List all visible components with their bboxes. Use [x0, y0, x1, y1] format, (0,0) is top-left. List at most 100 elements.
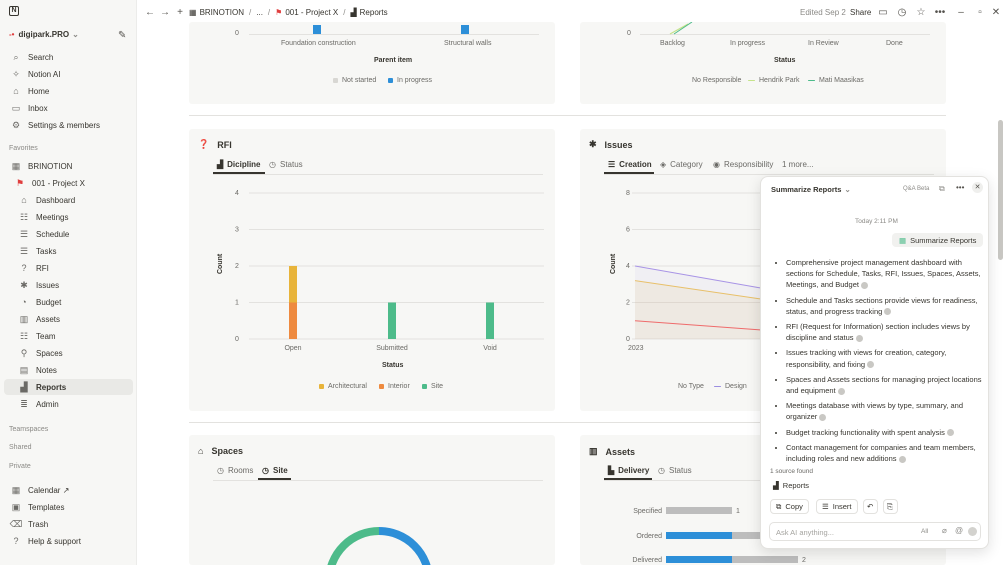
sidebar-item-tasks[interactable]: ☰ Tasks	[4, 243, 133, 259]
citation-icon[interactable]	[884, 308, 892, 316]
sidebar-item-help-support[interactable]: ? Help & support	[4, 533, 133, 549]
sidebar-item-label: RFI	[36, 263, 49, 273]
breadcrumb-project[interactable]: 001 - Project X	[285, 8, 339, 17]
open-external-icon[interactable]: ⧉	[939, 184, 945, 193]
x-tick: Open	[284, 345, 301, 352]
tab-more[interactable]: 1 more...	[782, 159, 814, 169]
back-arrow-icon[interactable]: ←	[145, 6, 155, 18]
assets-icon: ▥	[19, 313, 29, 324]
sidebar-item-label: Dashboard	[36, 195, 76, 205]
legend-no-responsible: No Responsible	[692, 77, 742, 84]
sidebar-item-notes[interactable]: ▤ Notes	[4, 362, 133, 378]
citation-icon[interactable]	[837, 387, 845, 395]
tab-status[interactable]: ◷ Status	[269, 159, 303, 169]
sidebar-item-reports[interactable]: ▟ Reports	[4, 379, 133, 395]
tab-category[interactable]: ◈ Category	[660, 159, 703, 169]
close-window-icon[interactable]: ✕	[991, 6, 1001, 18]
sidebar-item-calendar[interactable]: ▦ Calendar ↗	[4, 482, 133, 498]
mention-icon[interactable]: @	[955, 526, 964, 535]
x-tick: Void	[483, 345, 497, 352]
ai-panel: Summarize Reports ⌄ Q&A Beta ⧉ ••• ✕ Toda…	[760, 176, 989, 549]
share-button[interactable]: Share	[850, 8, 872, 17]
citation-icon[interactable]	[867, 361, 875, 369]
search-icon: ⌕	[13, 51, 19, 62]
spaces-card: ⌂ Spaces ◷ Rooms ◷ Site	[189, 435, 555, 565]
workspace-switcher[interactable]: -• digipark.PRO ⌄	[9, 30, 79, 39]
restore-icon[interactable]: ▫	[978, 6, 982, 18]
history-icon[interactable]: ◷	[897, 6, 907, 18]
sidebar-item-settings-members[interactable]: ⚙ Settings & members	[4, 117, 133, 133]
tab-dicipline[interactable]: ▟ Dicipline	[217, 159, 261, 169]
close-icon[interactable]: ✕	[972, 182, 983, 193]
attach-icon[interactable]: ⌀	[942, 526, 947, 535]
ai-panel-title[interactable]: Summarize Reports ⌄	[771, 185, 851, 194]
sidebar-item-label: BRINOTION	[28, 161, 73, 171]
category-icon: ◈	[660, 159, 667, 169]
ask-ai-input[interactable]: Ask AI anything... All ⌀ @	[769, 522, 981, 541]
y-tick: 1	[235, 300, 239, 307]
sidebar-item-admin[interactable]: ≣ Admin	[4, 396, 133, 412]
sidebar-item-001-project-x[interactable]: ⚑ 001 - Project X	[4, 175, 133, 191]
source-link[interactable]: ▟ Reports	[773, 481, 810, 490]
scope-selector[interactable]: All	[921, 528, 929, 535]
sidebar-item-assets[interactable]: ▥ Assets	[4, 311, 133, 327]
tab-asset-status[interactable]: ◷ Status	[658, 465, 692, 475]
tab-rooms[interactable]: ◷ Rooms	[217, 465, 254, 475]
sidebar-item-brinotion[interactable]: ▦ BRINOTION	[4, 158, 133, 174]
comment-icon[interactable]: ▭	[878, 6, 888, 18]
new-page-icon[interactable]: ✎	[118, 30, 127, 41]
sidebar-item-meetings[interactable]: ☷ Meetings	[4, 209, 133, 225]
spaces-icon: ⌂	[198, 446, 204, 456]
sparkle-icon: ✧	[12, 68, 20, 79]
breadcrumb: ▦ BRINOTION / ... / ⚑ 001 - Project X / …	[189, 6, 388, 19]
edited-status: Edited Sep 2	[800, 8, 846, 17]
insert-button[interactable]: ☰ Insert	[816, 499, 858, 514]
sidebar-item-label: Help & support	[28, 536, 81, 546]
sidebar-item-dashboard[interactable]: ⌂ Dashboard	[4, 192, 133, 208]
sidebar-item-schedule[interactable]: ☰ Schedule	[4, 226, 133, 242]
forward-arrow-icon[interactable]: →	[160, 6, 170, 18]
send-icon[interactable]	[968, 527, 977, 536]
more-icon[interactable]: •••	[934, 6, 946, 18]
dislike-button[interactable]: ⎘	[883, 499, 898, 514]
more-icon[interactable]: •••	[956, 183, 965, 192]
scrollbar[interactable]	[998, 120, 1003, 260]
breadcrumb-brinotion[interactable]: BRINOTION	[199, 8, 245, 17]
sidebar-item-rfi[interactable]: ? RFI	[4, 260, 133, 276]
tab-responsibility[interactable]: ◉ Responsibility	[713, 159, 774, 169]
sidebar-item-search[interactable]: ⌕ Search	[4, 49, 133, 65]
add-page-icon[interactable]: +	[177, 6, 183, 18]
sidebar-item-budget[interactable]: ◔ Budget	[4, 294, 133, 310]
star-icon[interactable]: ☆	[916, 6, 926, 18]
sidebar-item-team[interactable]: ☷ Team	[4, 328, 133, 344]
assets-title: ▥ Assets	[589, 446, 636, 457]
citation-icon[interactable]	[898, 455, 906, 463]
y-tick: 0	[626, 336, 630, 343]
sidebar-item-templates[interactable]: ▣ Templates	[4, 499, 133, 515]
tab-site[interactable]: ◷ Site	[262, 465, 288, 475]
y-category: Specified	[633, 508, 662, 515]
citation-icon[interactable]	[860, 281, 868, 289]
sidebar-item-spaces[interactable]: ⚲ Spaces	[4, 345, 133, 361]
citation-icon[interactable]	[819, 413, 827, 421]
citation-icon[interactable]	[855, 334, 863, 342]
undo-button[interactable]: ↶	[863, 499, 878, 514]
notion-logo-icon[interactable]: N	[9, 6, 19, 16]
sidebar-item-notion-ai[interactable]: ✧ Notion AI	[4, 66, 133, 82]
sidebar-item-label: Tasks	[36, 246, 57, 256]
sidebar-item-inbox[interactable]: ▭ Inbox	[4, 100, 133, 116]
sidebar-item-trash[interactable]: ⌫ Trash	[4, 516, 133, 532]
sidebar-item-home[interactable]: ⌂ Home	[4, 83, 133, 99]
person-icon: ◉	[713, 159, 720, 169]
copy-button[interactable]: ⧉ Copy	[770, 499, 809, 514]
x-axis-label: Parent item	[374, 57, 413, 64]
minimize-icon[interactable]: –	[958, 6, 964, 18]
breadcrumb-reports[interactable]: Reports	[359, 8, 388, 17]
citation-icon[interactable]	[946, 429, 954, 437]
tab-delivery[interactable]: ▙ Delivery	[608, 465, 650, 475]
sidebar-item-issues[interactable]: ✱ Issues	[4, 277, 133, 293]
legend-site: Site	[422, 383, 443, 390]
message-time: Today 2:11 PM	[855, 218, 898, 225]
tab-creation[interactable]: ☰ Creation	[608, 159, 652, 169]
breadcrumb-ellipsis[interactable]: ...	[256, 8, 263, 17]
